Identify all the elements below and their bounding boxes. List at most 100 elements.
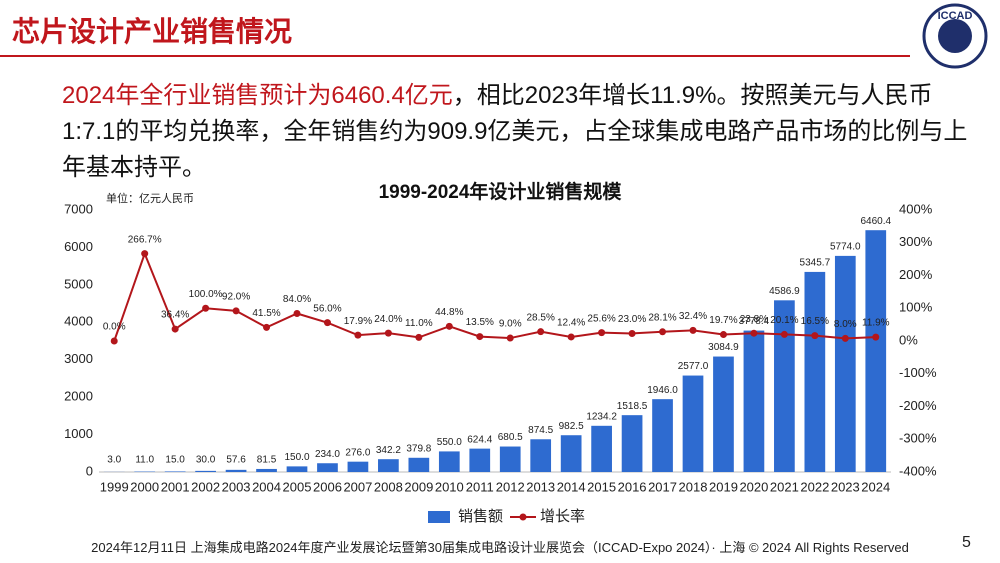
x-tick-label: 2009 bbox=[404, 479, 433, 494]
x-tick-label: 2002 bbox=[191, 479, 220, 494]
x-tick-label: 2019 bbox=[709, 479, 738, 494]
bar-value-label: 1234.2 bbox=[586, 411, 617, 422]
unit-label: 单位：亿元人民币 bbox=[106, 191, 194, 205]
x-tick-label: 2008 bbox=[374, 479, 403, 494]
line-value-label: 17.9% bbox=[344, 316, 372, 327]
bar bbox=[195, 470, 216, 472]
y-tick-label: 4000 bbox=[64, 314, 93, 329]
x-tick-label: 2017 bbox=[648, 479, 677, 494]
bar bbox=[499, 446, 521, 472]
bar-value-label: 6460.4 bbox=[860, 216, 891, 227]
line-value-label: 24.0% bbox=[374, 314, 402, 325]
y2-tick-label: 200% bbox=[899, 267, 933, 282]
line-value-label: 19.7% bbox=[709, 315, 737, 326]
x-tick-label: 2001 bbox=[161, 479, 190, 494]
line-value-label: 56.0% bbox=[313, 303, 341, 314]
line-point bbox=[689, 326, 697, 334]
line-value-label: 100.0% bbox=[189, 289, 223, 300]
footer: 2024年12月11日 上海集成电路2024年度产业发展论坛暨第30届集成电路设… bbox=[91, 540, 909, 555]
x-tick-label: 2018 bbox=[679, 479, 708, 494]
line-point bbox=[141, 250, 149, 258]
line-value-label: 16.5% bbox=[801, 316, 829, 327]
y-tick-label: 5000 bbox=[64, 276, 93, 291]
logo-text: ICCAD bbox=[938, 10, 973, 22]
line-value-label: 28.5% bbox=[527, 312, 555, 323]
line-value-label: 23.0% bbox=[618, 314, 646, 325]
line-value-label: 41.5% bbox=[252, 308, 280, 319]
bar-value-label: 150.0 bbox=[284, 452, 309, 463]
line-value-label: 9.0% bbox=[499, 319, 522, 330]
line-value-label: 11.9% bbox=[862, 318, 890, 329]
y2-tick-label: -300% bbox=[899, 431, 937, 446]
slide-title: 芯片设计产业销售情况 bbox=[12, 16, 293, 47]
line-point bbox=[567, 333, 575, 341]
line-point bbox=[110, 337, 118, 345]
bar bbox=[682, 375, 704, 472]
line-value-label: 12.4% bbox=[557, 318, 585, 329]
bar-value-label: 2577.0 bbox=[678, 361, 709, 372]
legend-swatch bbox=[428, 511, 450, 523]
x-tick-label: 2012 bbox=[496, 479, 525, 494]
y2-tick-label: 400% bbox=[899, 201, 933, 216]
bar bbox=[164, 471, 186, 472]
line-value-label: 36.4% bbox=[161, 310, 189, 321]
y2-tick-label: -200% bbox=[899, 398, 937, 413]
bar-value-label: 3.0 bbox=[107, 455, 121, 466]
line-value-label: 32.4% bbox=[679, 311, 707, 322]
bar bbox=[469, 448, 491, 472]
line-point bbox=[872, 333, 880, 341]
y2-tick-label: -100% bbox=[899, 365, 937, 380]
x-tick-label: 2005 bbox=[283, 479, 312, 494]
line-value-label: 92.0% bbox=[222, 292, 250, 303]
line-point bbox=[506, 334, 514, 342]
bar-value-label: 550.0 bbox=[437, 437, 462, 448]
x-tick-label: 2003 bbox=[222, 479, 251, 494]
x-tick-label: 2011 bbox=[466, 479, 494, 494]
bar bbox=[804, 271, 826, 472]
x-tick-label: 2007 bbox=[343, 479, 372, 494]
line-point bbox=[171, 325, 179, 333]
bar bbox=[347, 461, 369, 472]
line-point bbox=[354, 331, 362, 339]
bar-value-label: 11.0 bbox=[135, 455, 154, 466]
line-point bbox=[750, 329, 758, 337]
line-point bbox=[719, 331, 727, 339]
bar bbox=[621, 415, 643, 472]
line-point bbox=[537, 328, 545, 336]
bar bbox=[408, 457, 430, 472]
title-rule bbox=[0, 55, 910, 57]
line-point bbox=[415, 333, 423, 341]
line-point bbox=[202, 304, 210, 312]
line-value-label: 0.0% bbox=[103, 322, 126, 333]
x-tick-label: 2021 bbox=[770, 479, 799, 494]
x-tick-label: 2022 bbox=[800, 479, 829, 494]
x-tick-label: 2016 bbox=[618, 479, 647, 494]
bar-value-label: 1946.0 bbox=[647, 385, 678, 396]
line-value-label: 28.1% bbox=[648, 312, 676, 323]
summary-paragraph: 2024年全行业销售预计为6460.4亿元，相比2023年增长11.9%。按照美… bbox=[62, 78, 982, 186]
bar bbox=[530, 439, 552, 472]
line-point bbox=[598, 329, 606, 337]
y2-tick-label: 0% bbox=[899, 332, 918, 347]
bar-value-label: 30.0 bbox=[196, 455, 216, 466]
bar-value-label: 624.4 bbox=[467, 434, 492, 445]
line-value-label: 23.8% bbox=[740, 314, 768, 325]
y-tick-label: 2000 bbox=[64, 389, 93, 404]
bar-value-label: 5345.7 bbox=[800, 258, 831, 269]
bar bbox=[256, 468, 277, 472]
line-value-label: 266.7% bbox=[128, 234, 162, 245]
line-point bbox=[263, 323, 271, 331]
line-point bbox=[811, 332, 819, 340]
bar-value-label: 1518.5 bbox=[617, 401, 648, 412]
bar-value-label: 680.5 bbox=[498, 432, 523, 443]
y2-tick-label: 300% bbox=[899, 234, 933, 249]
bar bbox=[317, 463, 338, 472]
highlight-text: 2024年全行业销售预计为6460.4亿元 bbox=[62, 82, 453, 109]
bar bbox=[560, 435, 582, 472]
line-value-label: 25.6% bbox=[587, 313, 615, 324]
x-tick-label: 2023 bbox=[831, 479, 860, 494]
bar-value-label: 379.8 bbox=[406, 443, 431, 454]
line-point bbox=[476, 333, 484, 341]
line-value-label: 84.0% bbox=[283, 294, 311, 305]
